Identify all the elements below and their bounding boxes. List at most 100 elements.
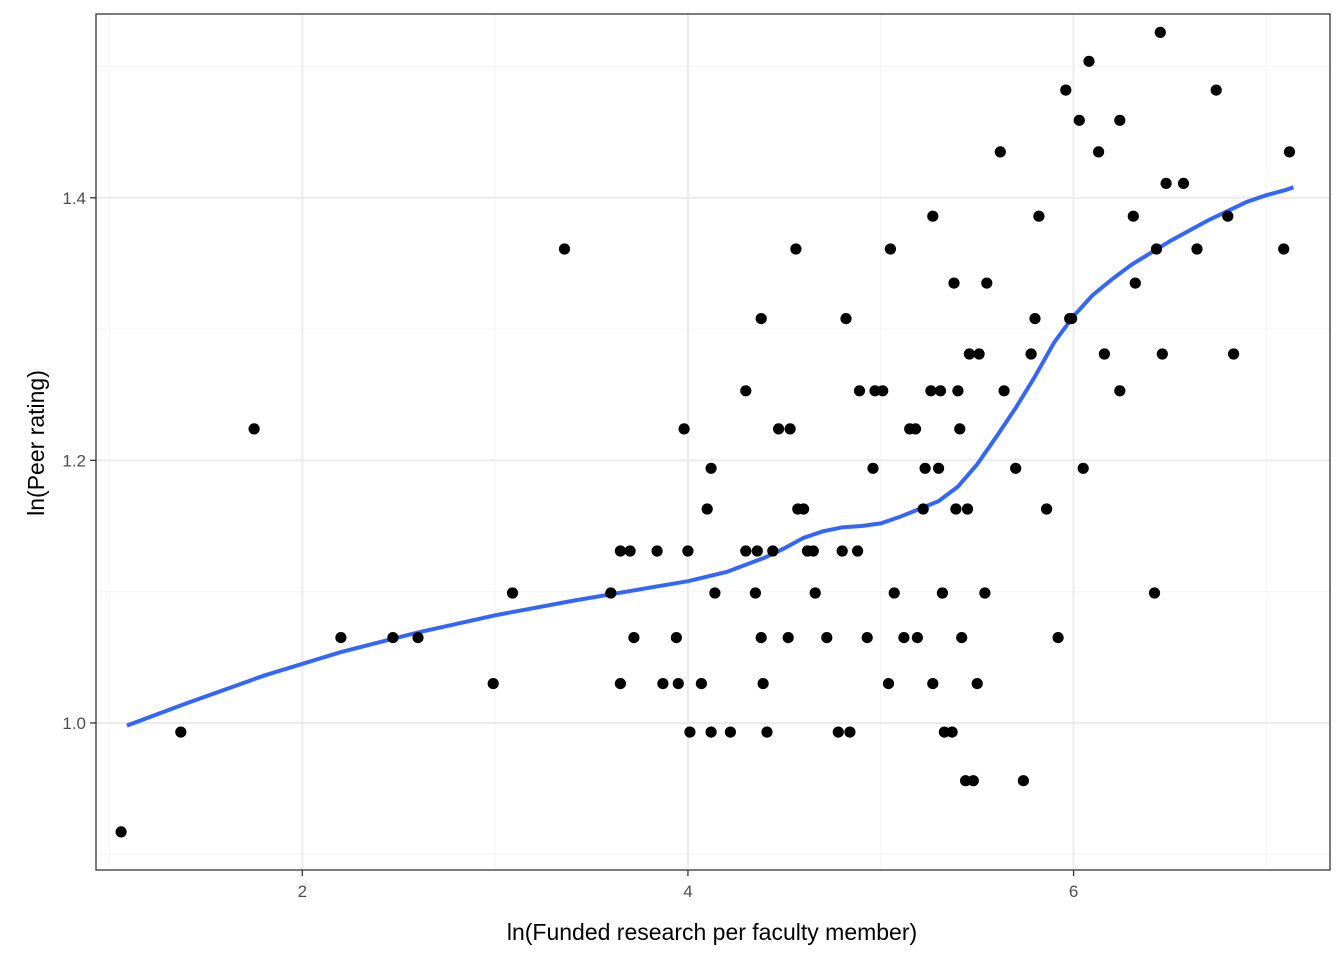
data-point <box>844 726 856 738</box>
data-point <box>961 503 974 515</box>
data-point <box>767 545 779 557</box>
data-point <box>956 632 968 644</box>
data-point <box>884 243 897 255</box>
data-point <box>840 313 852 325</box>
data-point <box>1073 114 1085 126</box>
data-point <box>1033 210 1045 222</box>
y-tick-label: 1.2 <box>62 451 86 470</box>
data-point <box>755 632 767 644</box>
data-point <box>705 462 717 474</box>
data-point <box>1041 503 1053 515</box>
data-point <box>869 385 881 397</box>
data-point <box>898 632 910 644</box>
data-point <box>927 678 939 690</box>
data-point <box>917 503 929 515</box>
y-axis-title: ln(Peer rating) <box>23 370 49 516</box>
data-point <box>927 210 939 222</box>
data-point <box>967 775 979 787</box>
data-point <box>1283 146 1296 158</box>
data-point <box>790 243 802 255</box>
data-point <box>1191 243 1203 255</box>
data-point <box>175 726 187 738</box>
x-axis: 2 4 6 <box>298 870 1078 901</box>
x-tick-label: 2 <box>298 882 307 901</box>
data-points <box>115 26 1296 838</box>
data-point <box>821 632 833 644</box>
data-point <box>701 503 713 515</box>
data-point <box>740 385 752 397</box>
data-point <box>809 587 821 599</box>
data-point <box>335 632 347 644</box>
data-point <box>651 545 663 557</box>
data-point <box>973 348 985 360</box>
data-point <box>853 385 866 397</box>
data-point <box>861 632 873 644</box>
data-point <box>909 423 922 435</box>
data-point <box>682 545 694 557</box>
data-point <box>782 632 794 644</box>
data-point <box>948 277 960 289</box>
data-point <box>877 385 889 397</box>
data-point <box>248 423 260 435</box>
data-point <box>614 545 627 557</box>
data-point <box>946 726 958 738</box>
x-axis-title: ln(Funded research per faculty member) <box>507 919 917 945</box>
data-point <box>807 545 819 557</box>
data-point <box>1129 277 1141 289</box>
data-point <box>954 423 966 435</box>
data-point <box>749 587 762 599</box>
data-point <box>798 503 810 515</box>
data-point <box>755 313 767 325</box>
data-point <box>1154 26 1166 38</box>
x-tick-label: 6 <box>1069 882 1078 901</box>
data-point <box>1052 632 1064 644</box>
data-point <box>1060 84 1072 96</box>
data-point <box>684 726 696 738</box>
data-point <box>657 678 669 690</box>
data-point <box>1010 462 1022 474</box>
data-point <box>678 423 690 435</box>
data-point <box>558 243 571 255</box>
data-point <box>614 678 627 690</box>
data-point <box>1066 313 1078 325</box>
data-point <box>938 726 951 738</box>
data-point <box>1114 114 1126 126</box>
data-point <box>412 632 424 644</box>
data-point <box>936 587 949 599</box>
data-point <box>888 587 900 599</box>
data-point <box>919 462 931 474</box>
data-point <box>933 462 945 474</box>
plot-panel <box>95 13 1331 871</box>
data-point <box>1098 348 1110 360</box>
data-point <box>672 678 684 690</box>
y-tick-label: 1.4 <box>62 189 86 208</box>
data-point <box>740 545 752 557</box>
panel-background <box>96 14 1330 870</box>
data-point <box>605 587 617 599</box>
data-point <box>1148 587 1161 599</box>
data-point <box>911 632 924 644</box>
data-point <box>981 277 993 289</box>
data-point <box>387 632 399 644</box>
data-point <box>950 503 962 515</box>
data-point <box>994 146 1006 158</box>
data-point <box>1017 775 1029 787</box>
data-point <box>506 587 519 599</box>
data-point <box>1222 210 1234 222</box>
data-point <box>724 726 737 738</box>
data-point <box>1127 210 1139 222</box>
data-point <box>1210 84 1222 96</box>
data-point <box>1156 348 1168 360</box>
data-point <box>487 678 499 690</box>
data-point <box>971 678 983 690</box>
data-point <box>1083 55 1095 67</box>
data-point <box>998 385 1010 397</box>
data-point <box>761 726 773 738</box>
data-point <box>670 632 683 644</box>
data-point <box>852 545 864 557</box>
y-axis: 1.0 1.2 1.4 <box>62 189 96 733</box>
data-point <box>836 545 848 557</box>
data-point <box>1029 313 1041 325</box>
data-point <box>1114 385 1126 397</box>
